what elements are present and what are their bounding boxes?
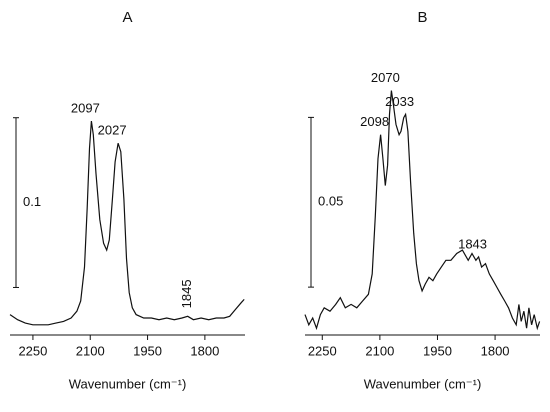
panel-title: A (122, 9, 132, 26)
peak-label: 1845 (179, 279, 194, 308)
x-tick-label: 2100 (365, 343, 394, 358)
panel-title: B (417, 9, 427, 26)
x-axis-label: Wavenumber (cm⁻¹) (364, 376, 482, 391)
x-tick-label: 2100 (76, 343, 105, 358)
spectrum-line (304, 90, 541, 331)
peak-label: 2033 (385, 94, 414, 109)
peak-label: 2027 (98, 123, 127, 138)
x-tick-label: 1800 (481, 343, 510, 358)
peak-label: 2097 (71, 101, 100, 116)
peak-label: 1843 (458, 236, 487, 251)
peak-label: 2098 (360, 114, 389, 129)
x-axis-label: Wavenumber (cm⁻¹) (69, 376, 187, 391)
spectrum-line (9, 121, 245, 326)
x-tick-label: 2250 (18, 343, 47, 358)
peak-label: 2070 (371, 70, 400, 85)
x-tick-label: 2250 (308, 343, 337, 358)
scale-bar-label: 0.1 (23, 194, 41, 209)
x-tick-label: 1950 (423, 343, 452, 358)
x-tick-label: 1950 (133, 343, 162, 358)
scale-bar-label: 0.05 (318, 194, 343, 209)
x-tick-label: 1800 (190, 343, 219, 358)
